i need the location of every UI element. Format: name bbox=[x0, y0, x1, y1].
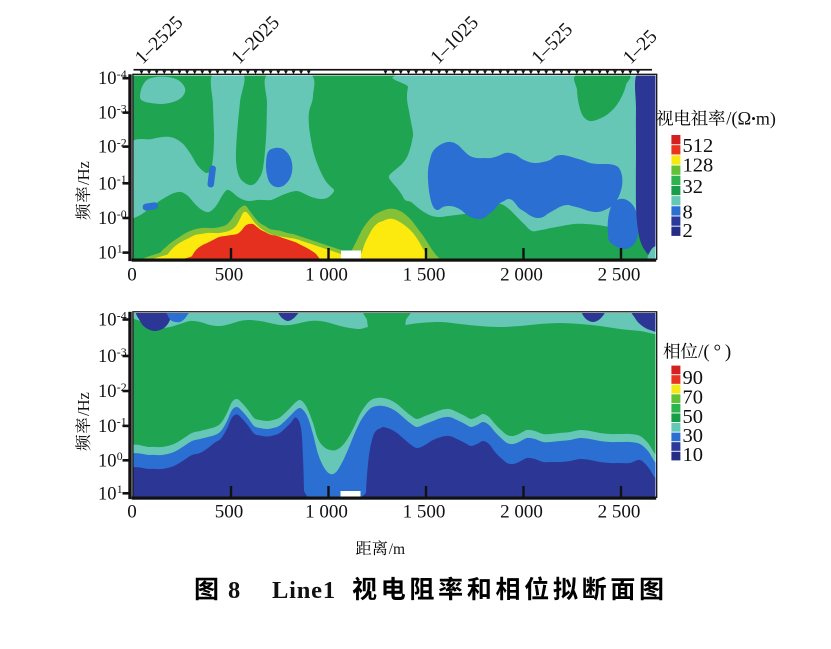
svg-text:70: 70 bbox=[683, 387, 704, 409]
svg-text:10: 10 bbox=[98, 382, 117, 402]
svg-text:500: 500 bbox=[215, 502, 244, 523]
svg-text:-3: -3 bbox=[117, 101, 127, 115]
svg-text:10: 10 bbox=[98, 311, 117, 331]
svg-text:-0: -0 bbox=[117, 207, 127, 221]
svg-text:10: 10 bbox=[98, 484, 117, 504]
svg-text:/m: /m bbox=[389, 541, 405, 558]
svg-text:1: 1 bbox=[117, 482, 123, 496]
svg-text:2 000: 2 000 bbox=[500, 265, 543, 286]
svg-text:/(Ω•m): /(Ω•m) bbox=[726, 109, 776, 130]
svg-text:-2: -2 bbox=[117, 135, 127, 149]
svg-text:2 500: 2 500 bbox=[598, 265, 641, 286]
svg-text:10: 10 bbox=[98, 451, 117, 471]
svg-text:10: 10 bbox=[98, 417, 117, 437]
svg-text:0: 0 bbox=[127, 502, 137, 523]
svg-text:10: 10 bbox=[98, 138, 117, 158]
svg-text:10: 10 bbox=[98, 174, 117, 194]
svg-text:/Hz: /Hz bbox=[74, 161, 93, 185]
svg-text:10: 10 bbox=[98, 244, 117, 264]
svg-text:10: 10 bbox=[98, 347, 117, 367]
svg-text:0: 0 bbox=[127, 265, 137, 286]
svg-text:500: 500 bbox=[215, 265, 244, 286]
svg-text:8: 8 bbox=[228, 577, 240, 604]
svg-text:2 500: 2 500 bbox=[598, 502, 641, 523]
svg-text:10: 10 bbox=[98, 209, 117, 229]
svg-text:128: 128 bbox=[683, 154, 714, 176]
svg-text:Line1: Line1 bbox=[272, 577, 336, 604]
svg-text:0: 0 bbox=[117, 449, 123, 463]
svg-text:32: 32 bbox=[683, 176, 704, 198]
svg-text:8: 8 bbox=[683, 202, 693, 224]
svg-text:-2: -2 bbox=[117, 380, 127, 394]
svg-text:/( ° ): /( ° ) bbox=[698, 342, 731, 363]
svg-text:2: 2 bbox=[683, 220, 693, 242]
svg-text:90: 90 bbox=[683, 367, 704, 389]
svg-text:-3: -3 bbox=[117, 345, 127, 359]
svg-text:512: 512 bbox=[683, 135, 714, 157]
svg-text:2 000: 2 000 bbox=[500, 502, 543, 523]
svg-text:-1: -1 bbox=[117, 172, 127, 186]
svg-text:10: 10 bbox=[683, 444, 704, 466]
svg-text:1 000: 1 000 bbox=[305, 502, 348, 523]
svg-text:-4: -4 bbox=[117, 67, 127, 81]
svg-text:1: 1 bbox=[117, 241, 123, 255]
svg-text:30: 30 bbox=[683, 425, 704, 447]
svg-text:10: 10 bbox=[98, 104, 117, 124]
svg-text:1 500: 1 500 bbox=[403, 502, 446, 523]
svg-text:-1: -1 bbox=[117, 415, 127, 429]
svg-text:50: 50 bbox=[683, 406, 704, 428]
svg-text:1 500: 1 500 bbox=[403, 265, 446, 286]
svg-text:10: 10 bbox=[98, 69, 117, 89]
svg-text:1 000: 1 000 bbox=[305, 265, 348, 286]
svg-text:-4: -4 bbox=[117, 308, 127, 322]
svg-text:/Hz: /Hz bbox=[74, 392, 93, 416]
